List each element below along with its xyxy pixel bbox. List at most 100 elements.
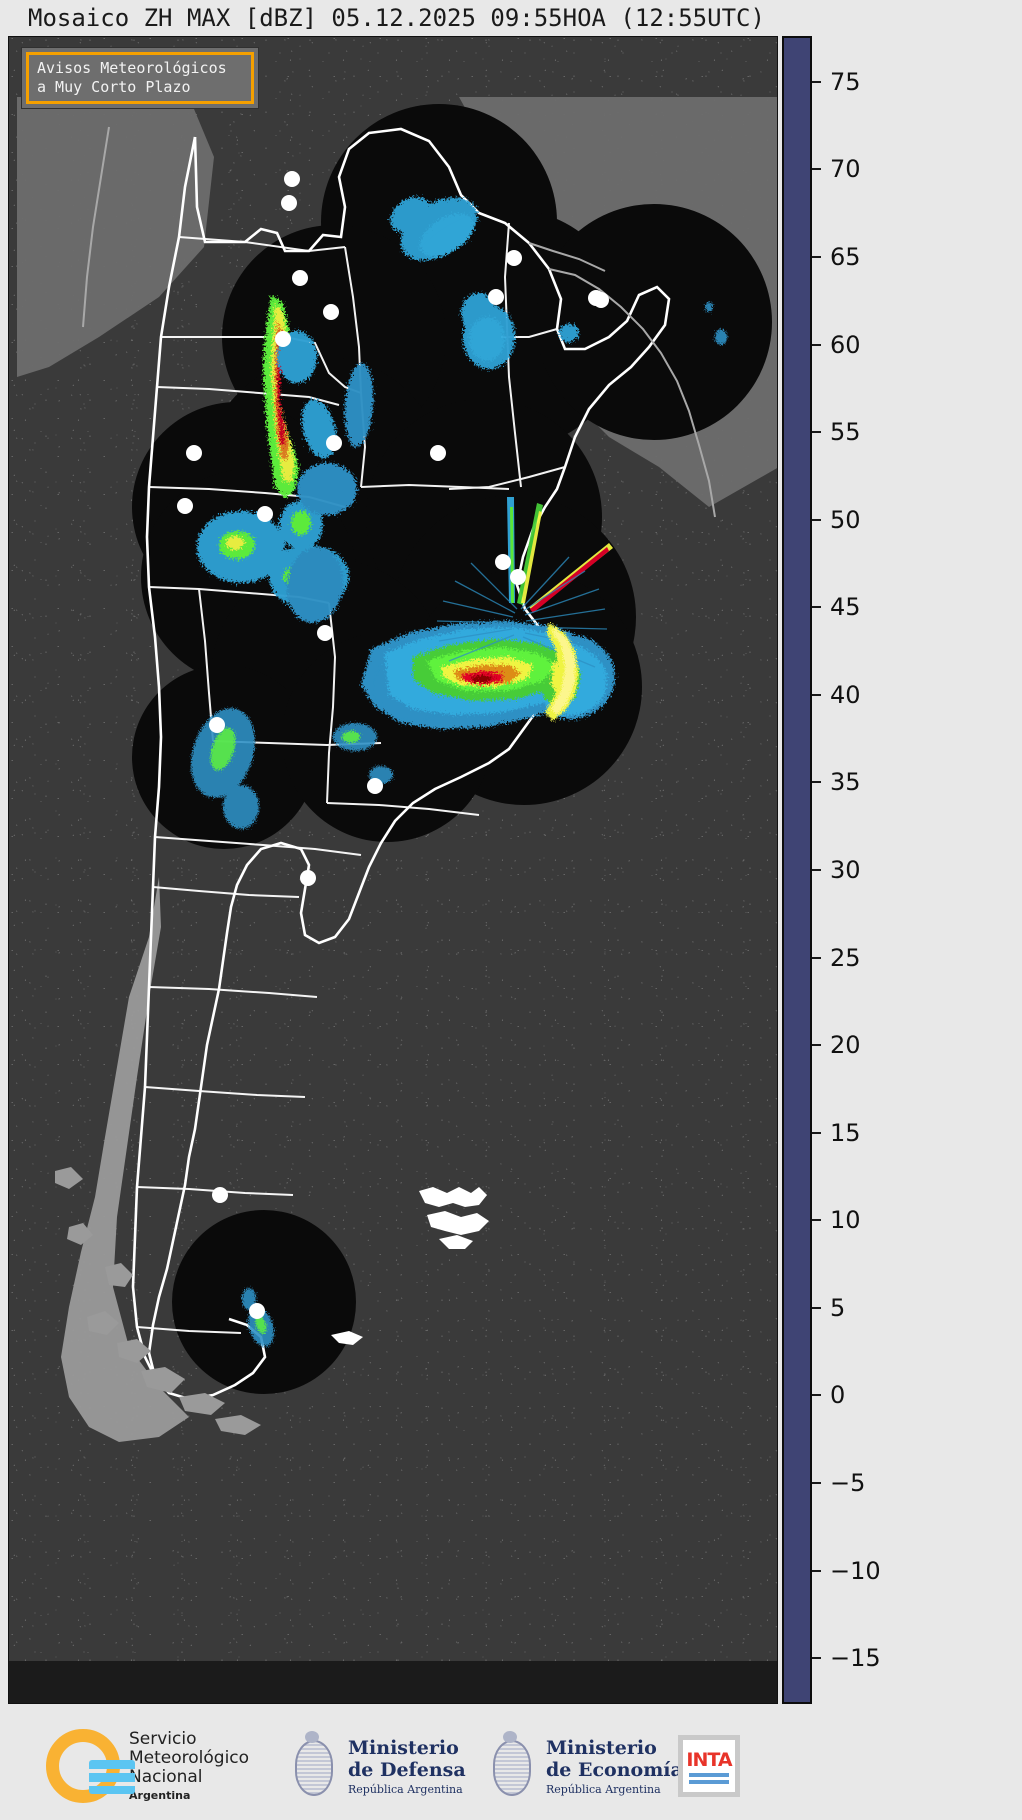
inta-label: INTA [686,1748,732,1771]
chile-landmass [61,857,189,1442]
warning-box[interactable]: Avisos Meteorológicos a Muy Corto Plazo [21,47,259,109]
economia-line-3: República Argentina [546,1782,661,1796]
tick-label: 35 [830,768,861,797]
radar-echoes-litoral [545,623,579,721]
colorbar-tick-15: 15 [812,1117,861,1149]
logo-inta: INTA [678,1712,740,1820]
tick-mark [812,1131,821,1134]
tick-label: −15 [830,1644,881,1673]
colorbar [782,36,812,1704]
smn-line-4: Argentina [129,1789,191,1802]
economia-logo-text: Ministerio de Economía República Argenti… [546,1737,683,1796]
colorbar-tick-labels: 75 70 65 60 55 50 45 40 35 30 25 20 15 10 5 0 −5 −10 −15 [812,36,932,1704]
inta-stripes [689,1772,729,1784]
page-title: Mosaico ZH MAX [dBZ] 05.12.2025 09:55HOA… [28,4,765,32]
colorbar-tick-minus10: −10 [812,1555,881,1587]
smn-emblem-icon [46,1729,135,1803]
tick-label: 30 [830,856,861,884]
tick-mark [812,1306,821,1309]
argentina-shield-icon-2 [486,1731,534,1801]
colorbar-tick-5: 5 [812,1292,845,1324]
tick-label: 5 [830,1293,846,1322]
tick-label: 0 [830,1381,846,1410]
tick-label: 45 [830,593,861,622]
colorbar-tick-30: 30 [812,854,861,886]
smn-line-3: Nacional [129,1767,203,1787]
smn-line-2: Meteorológico [129,1748,250,1768]
colorbar-tick-75: 75 [812,66,861,98]
argentina-shield-icon [288,1731,336,1801]
colorbar-tick-minus15: −15 [812,1642,881,1674]
colorbar-tick-0: 0 [812,1379,845,1411]
colorbar-tick-25: 25 [812,942,861,974]
tick-label: 20 [830,1031,861,1060]
tick-label: −10 [830,1556,881,1585]
tick-mark [812,606,821,609]
smn-line-1: Servicio [129,1729,197,1749]
tick-mark [812,518,821,521]
colorbar-tick-35: 35 [812,766,861,798]
tick-label: 55 [830,418,861,447]
radar-echoes-main-system [361,621,615,729]
radar-beam-spikes [436,497,613,668]
tick-label: 50 [830,505,861,534]
tick-mark [812,343,821,346]
southern-archipelago [55,1167,261,1435]
defensa-logo-text: Ministerio de Defensa República Argentin… [348,1737,466,1796]
colorbar-tick-minus5: −5 [812,1467,865,1499]
tick-mark [812,1657,821,1660]
tick-label: 60 [830,330,861,359]
defensa-line-1: Ministerio [348,1736,459,1759]
tick-label: 15 [830,1118,861,1147]
colorbar-tick-40: 40 [812,679,861,711]
tick-mark [812,168,821,171]
colorbar-tick-70: 70 [812,153,861,185]
tick-mark [812,693,821,696]
defensa-line-3: República Argentina [348,1782,463,1796]
tick-mark [812,431,821,434]
tick-mark [812,781,821,784]
tick-label: 40 [830,680,861,709]
colorbar-tick-65: 65 [812,241,861,273]
radar-map-panel[interactable]: Avisos Meteorológicos a Muy Corto Plazo [8,36,778,1704]
colorbar-tick-20: 20 [812,1029,861,1061]
radar-site-markers [177,171,609,1319]
colorbar-tick-60: 60 [812,329,861,361]
smn-logo-text: Servicio Meteorológico Nacional Argentin… [129,1729,250,1803]
tick-label: 65 [830,242,861,271]
economia-line-1: Ministerio [546,1736,657,1759]
colorbar-tick-45: 45 [812,591,861,623]
tick-mark [812,869,821,871]
colorbar-gradient [784,38,810,1702]
map-bottom-band [9,1661,777,1703]
tick-mark [812,1394,821,1397]
tick-label: 75 [830,67,861,96]
defensa-line-2: de Defensa [348,1758,466,1781]
tick-label: 25 [830,943,861,972]
logo-defensa: Ministerio de Defensa República Argentin… [288,1712,466,1820]
tick-mark [812,1044,821,1047]
map-graphics [17,97,777,1442]
inta-inner: INTA [683,1740,735,1792]
tick-mark [812,1569,821,1572]
warning-line-2: a Muy Corto Plazo [37,78,191,96]
tick-label: 10 [830,1206,861,1235]
footer-logos: Servicio Meteorológico Nacional Argentin… [0,1712,1022,1820]
inta-emblem-icon: INTA [678,1735,740,1797]
tick-mark [812,80,821,83]
tick-label: −5 [830,1469,866,1498]
warning-line-1: Avisos Meteorológicos [37,59,227,77]
colorbar-tick-50: 50 [812,504,861,536]
province-borders [136,222,566,1334]
tick-mark [812,956,821,959]
neighbor-borders [82,126,716,518]
warning-box-inner: Avisos Meteorológicos a Muy Corto Plazo [26,52,254,104]
economia-line-2: de Economía [546,1758,683,1781]
colorbar-tick-10: 10 [812,1204,861,1236]
malvinas-islands [331,1187,489,1345]
tick-mark [812,1482,821,1485]
tick-mark [812,1219,821,1222]
tick-mark [812,255,821,258]
logo-smn: Servicio Meteorológico Nacional Argentin… [46,1712,249,1820]
colorbar-tick-55: 55 [812,416,861,448]
